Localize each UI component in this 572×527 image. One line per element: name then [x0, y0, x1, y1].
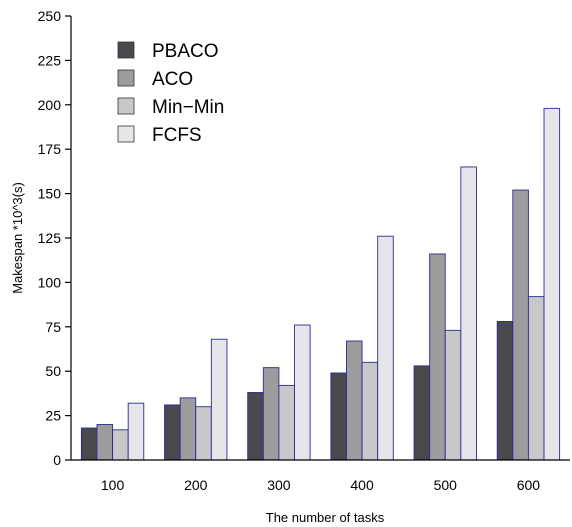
bar-min-min-500 [444, 329, 462, 461]
bar-min-min-600 [527, 296, 545, 461]
x-axis: 100 200 300 400 500 600 [71, 459, 570, 493]
bar-min-min-200 [195, 406, 212, 461]
legend: PBACO ACO Min−Min FCFS [117, 41, 224, 146]
x-tick-label: 300 [267, 477, 291, 493]
bar-pbaco-500 [413, 365, 431, 461]
bar-fcfs-400 [377, 235, 394, 461]
bar-aco-600 [512, 189, 529, 461]
bar-fcfs-500 [460, 166, 477, 461]
legend-label: Min−Min [152, 97, 224, 118]
bar-fcfs-100 [127, 402, 145, 461]
y-tick-label: 125 [38, 230, 62, 246]
x-tick-label: 200 [184, 477, 208, 493]
legend-label: FCFS [152, 125, 202, 146]
bar-min-min-300 [278, 384, 295, 461]
bar-pbaco-400 [330, 372, 347, 461]
bar-aco-300 [262, 367, 280, 461]
y-tick-label: 50 [45, 363, 61, 379]
bar-min-min-100 [112, 429, 129, 461]
y-tick-label: 100 [38, 274, 62, 290]
bar-fcfs-600 [543, 107, 561, 461]
bar-pbaco-600 [496, 321, 514, 461]
y-tick-label: 25 [45, 408, 61, 424]
y-tick-label: 225 [38, 52, 62, 68]
x-tick-label: 500 [434, 477, 458, 493]
y-tick-label: 175 [38, 141, 62, 157]
bar-aco-100 [96, 424, 114, 461]
bar-aco-500 [429, 253, 446, 461]
x-tick-label: 100 [101, 477, 125, 493]
legend-swatch [117, 97, 135, 115]
x-tick-label: 600 [517, 477, 541, 493]
legend-swatch [117, 69, 135, 87]
y-tick-label: 250 [38, 8, 62, 24]
bars-layer [80, 107, 561, 461]
x-axis-title: The number of tasks [266, 510, 385, 525]
legend-swatch [117, 125, 135, 143]
bar-pbaco-100 [80, 427, 98, 461]
bar-aco-400 [346, 340, 363, 461]
y-axis-title: Makespan *10^3(s) [10, 182, 25, 294]
x-tick-label: 400 [350, 477, 374, 493]
bar-aco-200 [179, 397, 197, 461]
bar-min-min-400 [361, 361, 379, 461]
y-tick-label: 75 [45, 319, 61, 335]
legend-label: PBACO [152, 41, 219, 62]
legend-label: ACO [152, 69, 193, 90]
y-tick-label: 150 [38, 186, 62, 202]
y-tick-label: 0 [53, 452, 61, 468]
bar-fcfs-300 [294, 324, 311, 461]
y-axis: 0 25 50 75 100 125 150 175 200 225 250 [38, 8, 72, 468]
bar-pbaco-300 [247, 392, 264, 461]
y-tick-label: 200 [38, 97, 62, 113]
legend-swatch [117, 41, 135, 59]
bar-fcfs-200 [210, 338, 228, 461]
bar-pbaco-200 [164, 404, 181, 461]
